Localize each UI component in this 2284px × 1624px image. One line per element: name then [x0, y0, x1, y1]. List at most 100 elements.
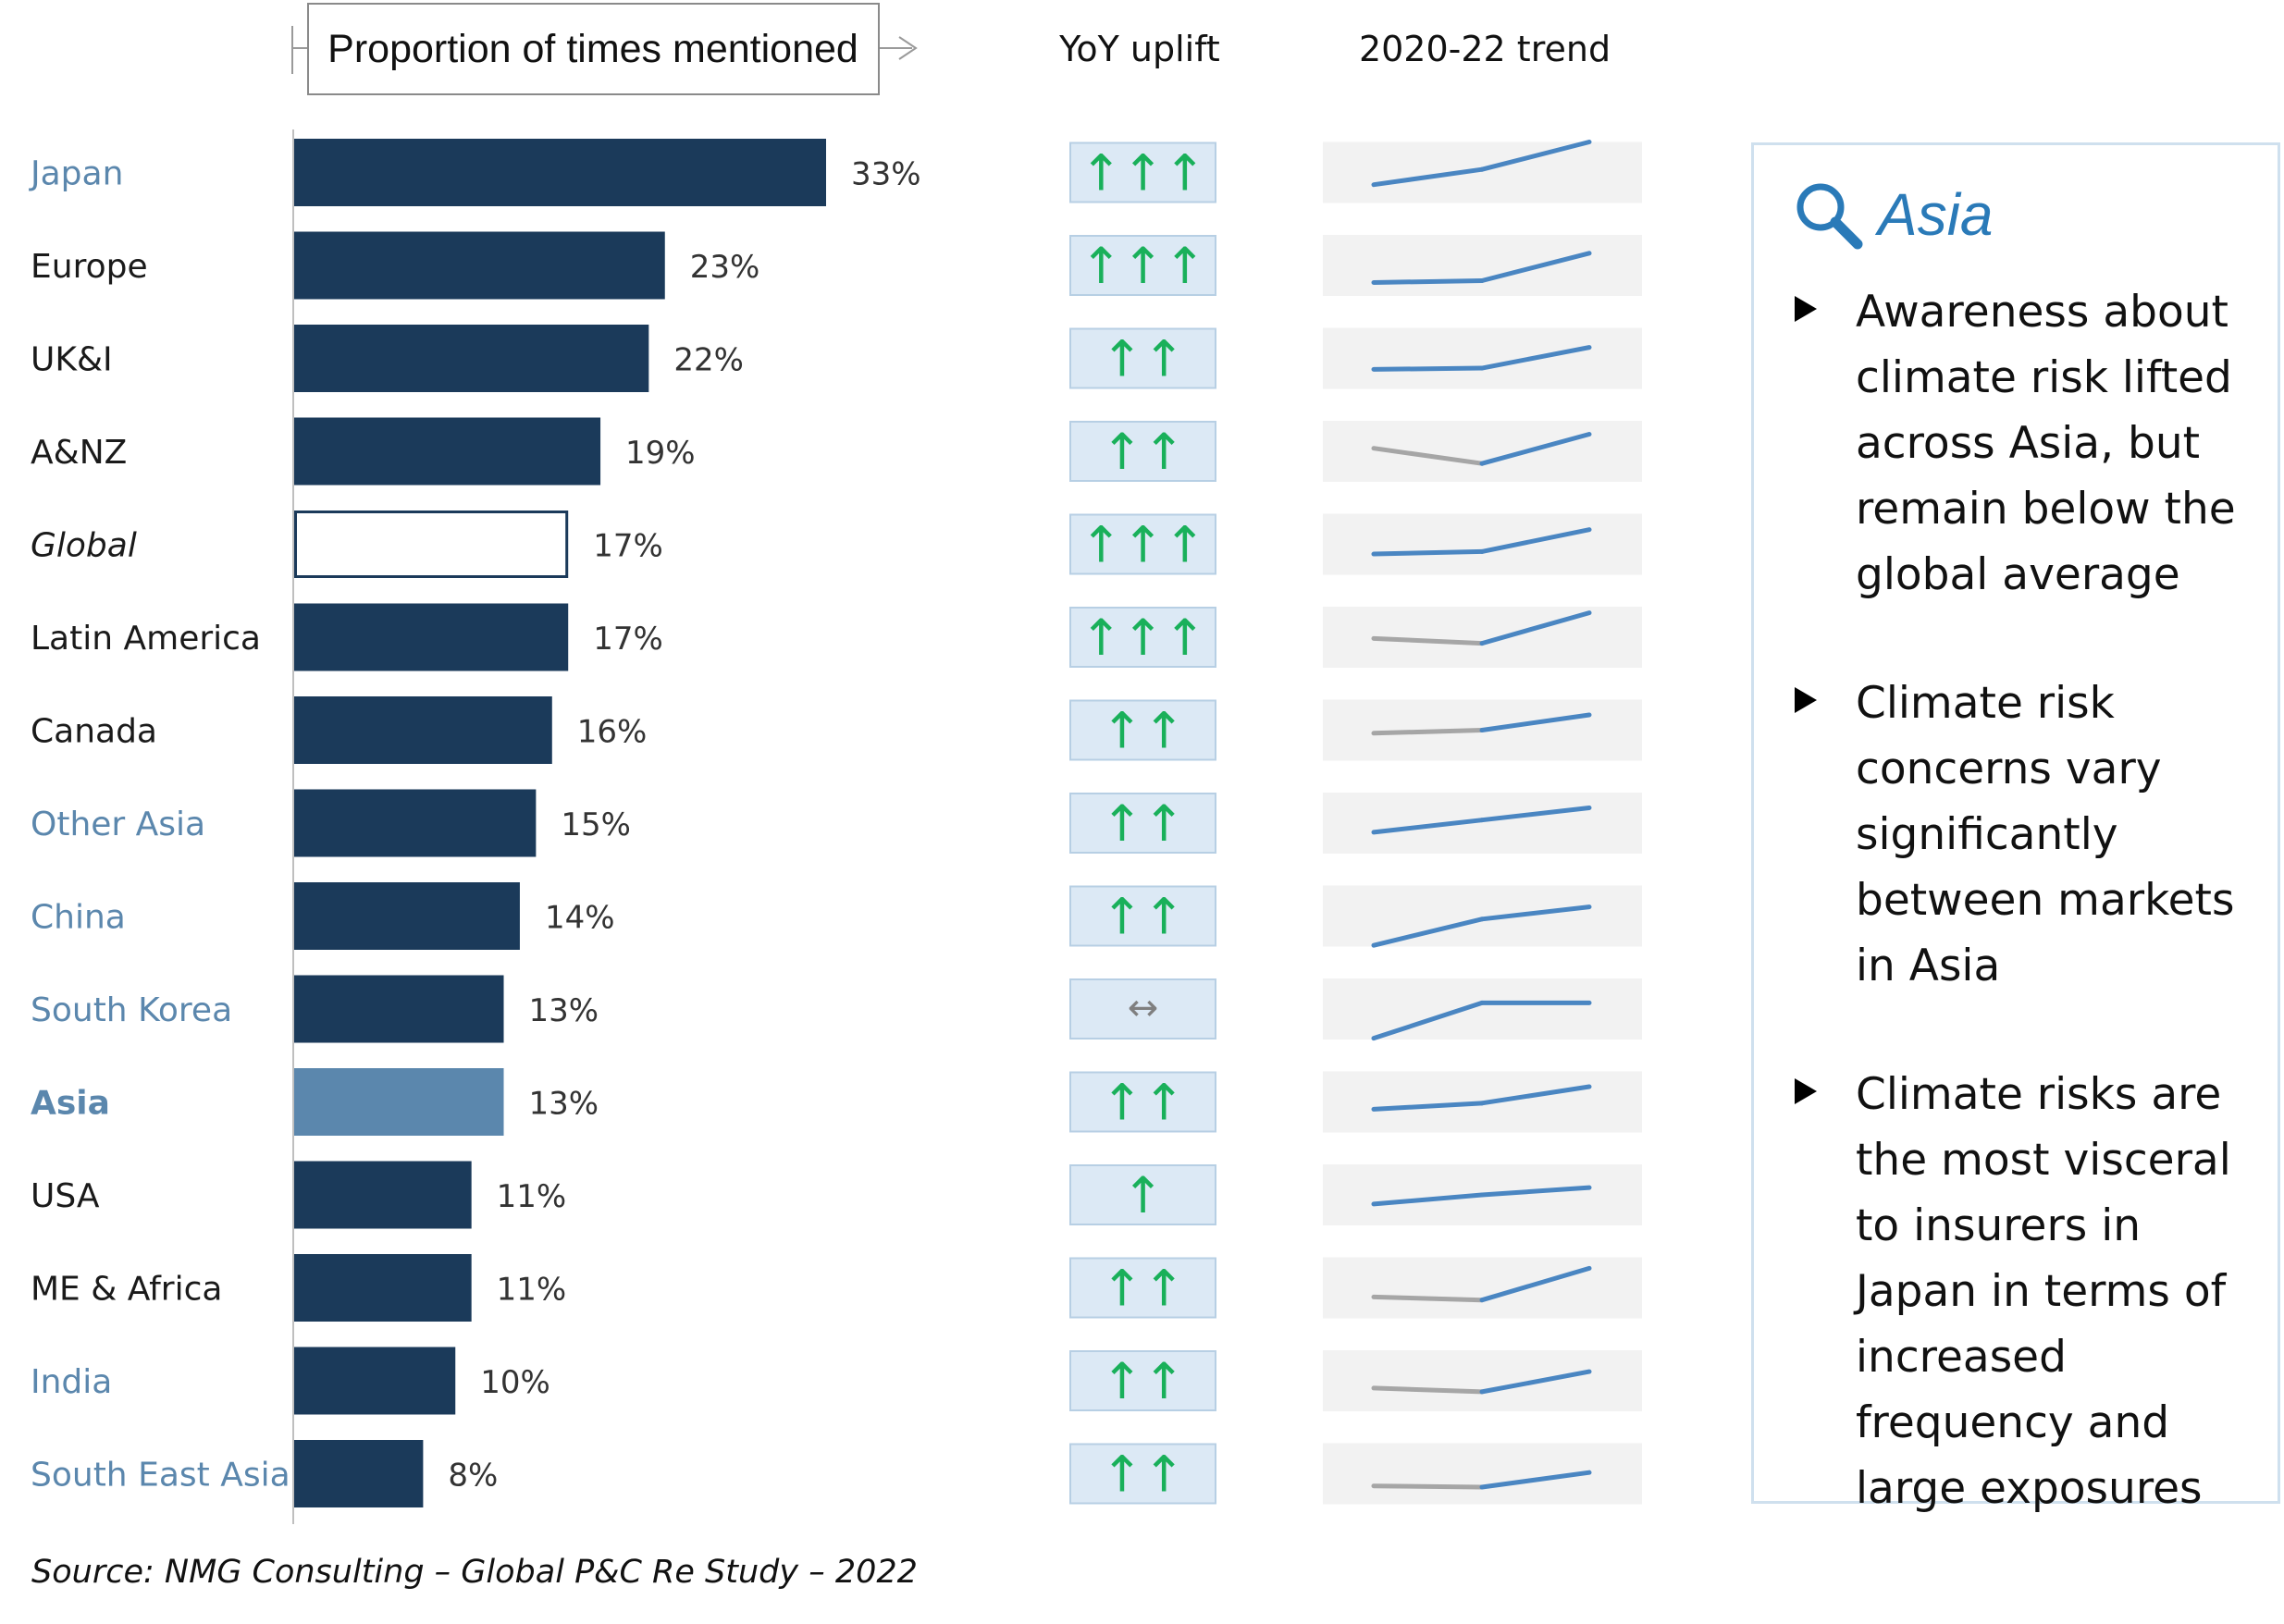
bullet-list: Awareness about climate risk lifted acro…: [1795, 279, 2266, 1584]
trend-segment: [1479, 345, 1592, 371]
trend-segment: [1371, 548, 1485, 557]
value-label: 17%: [593, 621, 663, 658]
uplift-arrows-icon: ↑↑: [1101, 794, 1185, 853]
uplift-box: [1069, 1164, 1216, 1225]
chart-row: Asia 13% ↑↑: [31, 1068, 1642, 1136]
uplift-box: [1069, 1071, 1216, 1133]
bar: [294, 417, 601, 486]
panel-header: Asia: [1791, 173, 1994, 256]
trend-box: [1323, 235, 1642, 296]
trend-segment: [1479, 1185, 1592, 1198]
trend-header: 2020-22 trend: [1359, 29, 1611, 69]
trend-segment: [1479, 1369, 1592, 1395]
category-label: Latin America: [31, 620, 261, 658]
chart-row: Europe 23% ↑↑↑: [31, 231, 1642, 300]
value-label: 8%: [448, 1458, 498, 1495]
uplift-arrows-icon: ↑↑: [1101, 1260, 1185, 1318]
uplift-box: [1069, 793, 1216, 854]
value-label: 10%: [480, 1364, 550, 1401]
trend-segment: [1371, 446, 1485, 466]
header-label-box: [307, 3, 880, 95]
bar: [294, 1254, 472, 1322]
chart: Proportion of times mentioned YoY uplift…: [29, 3, 1642, 1524]
trend-segment: [1479, 432, 1592, 466]
value-label: 33%: [851, 156, 921, 193]
trend-segment: [1479, 1470, 1592, 1490]
category-label: Europe: [31, 248, 148, 286]
trend-box: [1323, 607, 1642, 668]
bar: [294, 1440, 424, 1507]
value-label: 22%: [673, 342, 744, 379]
bar: [294, 696, 552, 764]
bullet-item: Climate risk concerns vary significantly…: [1795, 671, 2266, 999]
value-label: 13%: [529, 1086, 599, 1123]
bar: [294, 789, 537, 857]
trend-segment: [1371, 278, 1485, 285]
value-label: 23%: [690, 249, 760, 286]
chart-row: ME & Africa 11% ↑↑: [31, 1254, 1642, 1322]
trend-segment: [1371, 1294, 1485, 1303]
uplift-box: [1069, 699, 1216, 761]
chart-rows: Japan 33% ↑↑↑Europe 23% ↑↑↑UK&I 22% ↑↑A&NZ 19% ↑…: [29, 139, 1642, 1507]
trend-box: [1323, 978, 1642, 1040]
trend-segment: [1479, 140, 1592, 172]
trend-segment: [1479, 1265, 1592, 1303]
value-label: 19%: [625, 435, 696, 472]
yoy-header: YoY uplift: [1058, 29, 1220, 69]
bullet-text: Awareness about climate risk lifted acro…: [1856, 287, 2236, 600]
category-label: South Korea: [31, 991, 232, 1029]
uplift-arrows-icon: ↑↑: [1101, 702, 1185, 760]
trend-box: [1323, 793, 1642, 854]
category-label: ME & Africa: [31, 1271, 222, 1309]
chart-row: UK&I 22% ↑↑: [31, 325, 1642, 392]
bullet-triangle-icon: [1795, 296, 1817, 322]
value-label: 17%: [593, 528, 663, 565]
value-label: 11%: [497, 1272, 567, 1309]
bar: [294, 882, 520, 950]
bar: [294, 511, 569, 578]
uplift-box: [1069, 327, 1216, 389]
value-label: 15%: [561, 806, 631, 843]
trend-segment: [1371, 635, 1485, 646]
uplift-box: [1069, 513, 1216, 575]
uplift-box: [1069, 1257, 1216, 1319]
trend-segment: [1371, 1000, 1485, 1041]
bar: [294, 975, 504, 1043]
trend-segment: [1371, 917, 1485, 948]
category-label: China: [31, 899, 126, 937]
trend-segment: [1371, 728, 1485, 736]
bar: [294, 139, 826, 206]
bar: [294, 1161, 472, 1229]
bar: [294, 1068, 504, 1136]
chart-row: Other Asia 15% ↑↑: [31, 789, 1642, 857]
trend-segment: [1479, 712, 1592, 732]
trend-segment: [1479, 904, 1592, 922]
trend-box: [1323, 513, 1642, 575]
uplift-arrows-icon: ↑↑: [1101, 330, 1185, 388]
trend-box: [1323, 1443, 1642, 1505]
value-label: 16%: [577, 714, 648, 751]
trend-segment: [1371, 1101, 1485, 1112]
uplift-box: [1069, 978, 1216, 1040]
bullet-triangle-icon: [1795, 1078, 1817, 1104]
uplift-box: [1069, 607, 1216, 668]
panel-title: Asia: [1878, 181, 1994, 248]
category-label: USA: [31, 1177, 100, 1215]
uplift-arrows-icon: ↑↑↑: [1080, 144, 1206, 203]
category-label: South East Asia: [31, 1457, 290, 1495]
uplift-box: [1069, 1443, 1216, 1505]
trend-box: [1323, 885, 1642, 947]
uplift-arrows-icon: ↑↑↑: [1080, 516, 1206, 574]
header: Proportion of times mentioned YoY uplift…: [291, 3, 1611, 95]
uplift-arrows-icon: ↑↑: [1101, 888, 1185, 946]
trend-segment: [1371, 1385, 1485, 1395]
trend-segment: [1371, 1483, 1485, 1490]
bullet-item: Climate risks are the most visceral to i…: [1795, 1062, 2266, 1521]
trend-segment: [1479, 527, 1592, 554]
category-label: Global: [31, 527, 137, 565]
trend-segment: [1479, 251, 1592, 283]
trend-box: [1323, 327, 1642, 389]
category-label: A&NZ: [31, 434, 127, 472]
uplift-arrows-icon: ↑↑: [1101, 1352, 1185, 1410]
uplift-box: [1069, 885, 1216, 947]
